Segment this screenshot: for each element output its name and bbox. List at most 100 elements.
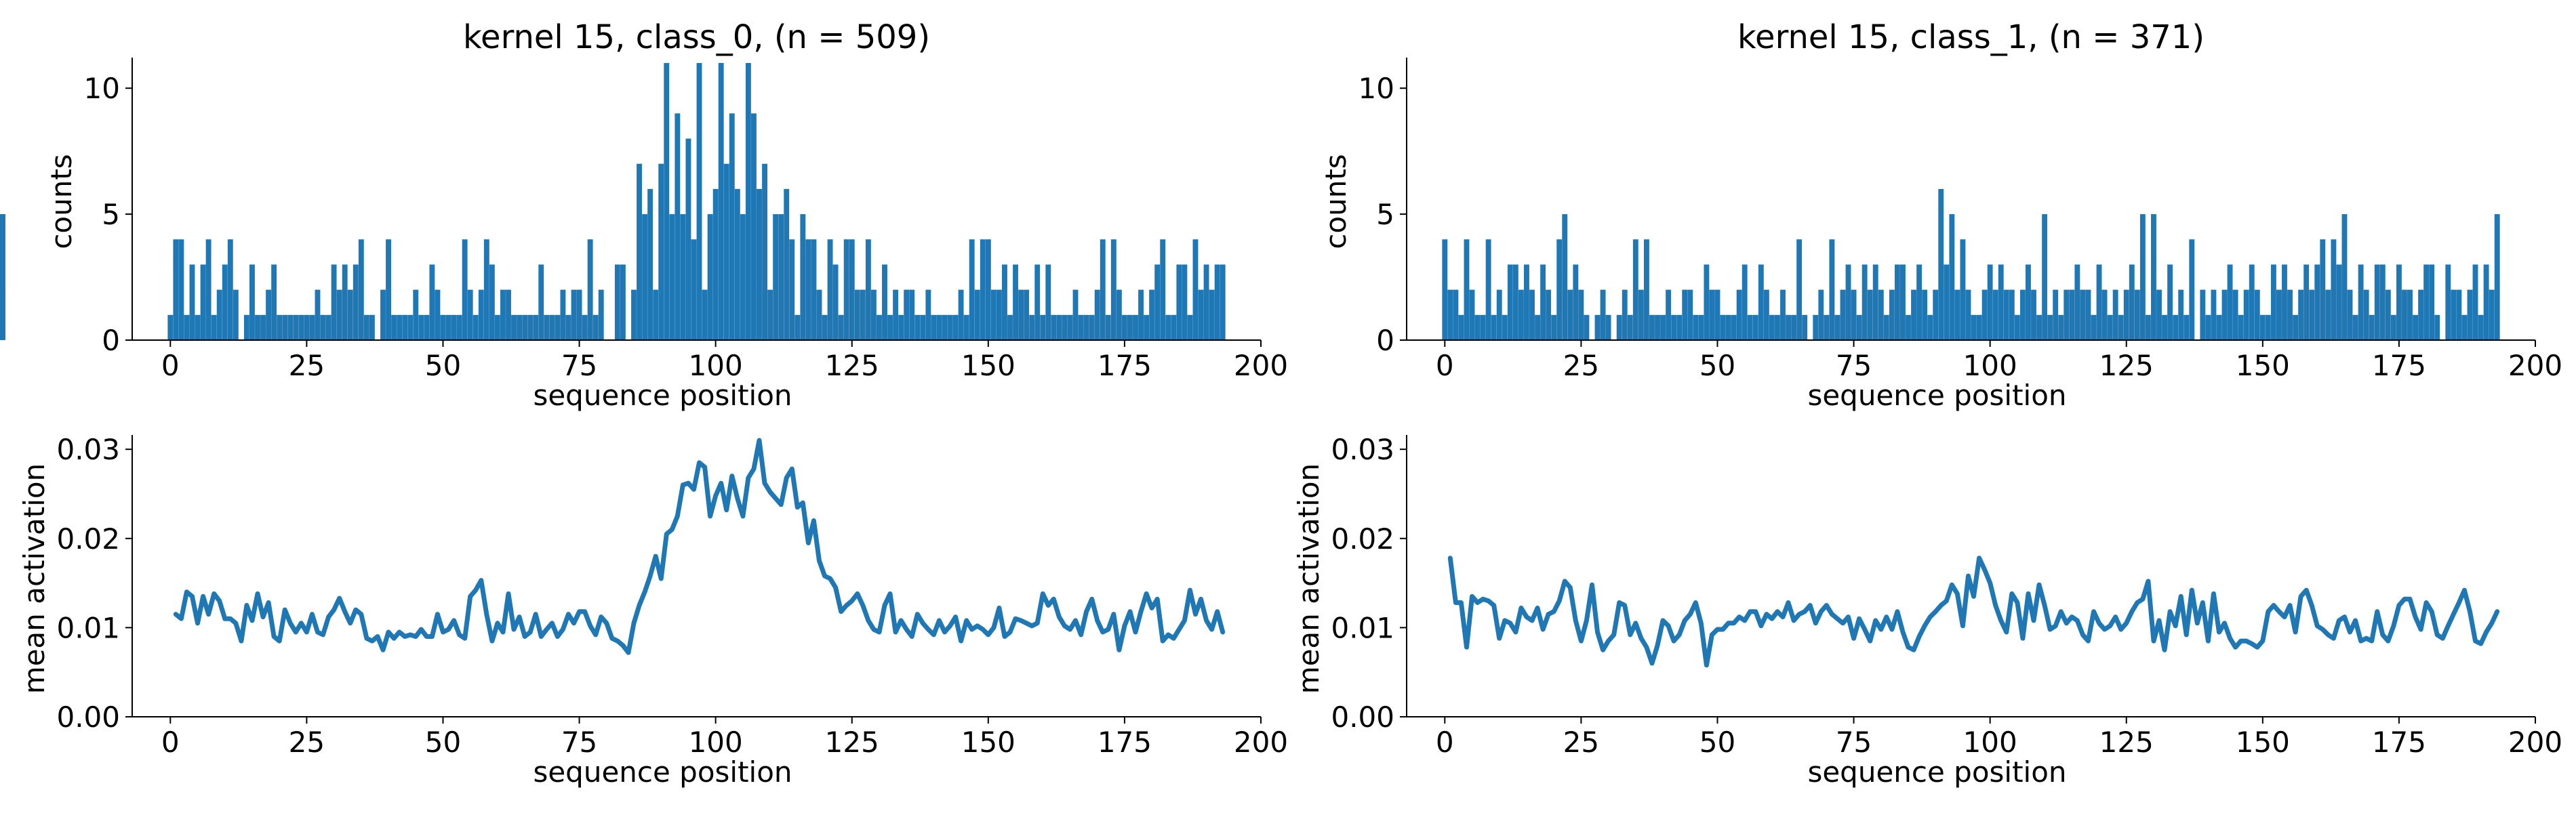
bar: [1518, 289, 1524, 340]
x-tick-label: 25: [1563, 349, 1599, 382]
x-tick-label: 175: [2372, 349, 2426, 382]
y-tick-label: 10: [84, 72, 120, 105]
y-tick-label: 0.00: [1331, 701, 1394, 734]
bar: [870, 289, 877, 340]
bar: [2156, 289, 2162, 340]
bar: [2445, 264, 2451, 340]
x-tick-label: 25: [289, 726, 325, 759]
bar: [2451, 289, 2457, 340]
bar: [1687, 289, 1693, 340]
x-tick-label: 150: [2236, 726, 2290, 759]
bar: [1889, 289, 1895, 340]
bar: [2139, 214, 2146, 340]
bar: [974, 289, 980, 340]
bar: [1704, 264, 1710, 340]
bar: [2282, 264, 2287, 340]
bar: [1660, 314, 1666, 340]
bar: [2385, 289, 2391, 340]
bar: [2407, 289, 2413, 340]
bar: [1018, 289, 1024, 340]
bar: [767, 289, 773, 340]
bar: [2129, 264, 2135, 340]
bar: [342, 264, 348, 340]
bar: [1105, 314, 1111, 340]
x-tick-label: 200: [2508, 349, 2562, 382]
bar: [877, 314, 882, 340]
bar: [1013, 264, 1018, 340]
bar: [2091, 314, 2097, 340]
x-tick-label: 75: [1836, 726, 1872, 759]
bar: [1192, 239, 1199, 340]
bar: [887, 314, 893, 340]
bar: [1491, 314, 1497, 340]
bar: [1763, 289, 1769, 340]
bar: [1198, 289, 1204, 340]
bar: [702, 289, 708, 340]
bar: [249, 264, 255, 340]
bar: [1100, 239, 1106, 340]
bar: [391, 314, 397, 340]
bar: [675, 113, 681, 340]
bar: [1747, 314, 1753, 340]
x-tick-label: 0: [161, 349, 180, 382]
y-tick-label: 0.03: [56, 433, 120, 466]
bar: [811, 239, 817, 340]
bar: [184, 314, 190, 340]
x-tick-label: 150: [961, 349, 1015, 382]
bar: [2369, 314, 2375, 340]
bar: [544, 314, 550, 340]
bar: [2390, 314, 2396, 340]
x-tick-label: 25: [1563, 726, 1599, 759]
bar: [1567, 289, 1573, 340]
bar: [560, 289, 566, 340]
bar: [2064, 289, 2070, 340]
bar: [2374, 264, 2380, 340]
x-tick-label: 75: [561, 349, 597, 382]
bar: [1965, 289, 1971, 340]
bar: [336, 289, 342, 340]
bar: [1051, 314, 1057, 340]
bar: [980, 239, 986, 340]
bar: [0, 289, 5, 340]
bar: [167, 314, 174, 340]
bar: [2347, 289, 2353, 340]
bar: [865, 239, 871, 340]
bar: [2478, 314, 2484, 340]
bar: [1824, 314, 1830, 340]
bar: [2112, 289, 2118, 340]
bar: [1072, 289, 1079, 340]
bar: [2042, 214, 2048, 340]
bar: [2320, 239, 2326, 340]
bar: [2396, 264, 2402, 340]
bar: [1133, 314, 1138, 340]
bar: [1671, 314, 1677, 340]
bar: [522, 314, 528, 340]
y-tick-label: 0.01: [56, 611, 120, 644]
bar: [500, 289, 506, 340]
bar: [2489, 289, 2495, 340]
bar: [1176, 264, 1182, 340]
bar: [178, 239, 184, 340]
bar: [1512, 264, 1518, 340]
y-tick-label: 0.02: [56, 522, 120, 556]
bar: [1600, 289, 1606, 340]
bar: [1829, 239, 1835, 340]
bar: [527, 314, 534, 340]
bar: [2363, 289, 2369, 340]
bar: [2461, 314, 2468, 340]
x-tick-label: 125: [2099, 726, 2154, 759]
bar: [565, 314, 571, 340]
bar: [969, 239, 975, 340]
x-tick-label: 200: [1234, 726, 1288, 759]
x-tick-label: 125: [825, 726, 879, 759]
bar: [1529, 289, 1535, 340]
bar: [2123, 289, 2129, 340]
bar: [483, 239, 489, 340]
bar: [816, 289, 822, 340]
bar: [2472, 264, 2478, 340]
y-tick-label: 0.02: [1331, 522, 1394, 556]
bar: [2026, 264, 2031, 340]
bar: [2413, 314, 2418, 340]
bar: [1867, 289, 1873, 340]
bar: [216, 289, 222, 340]
